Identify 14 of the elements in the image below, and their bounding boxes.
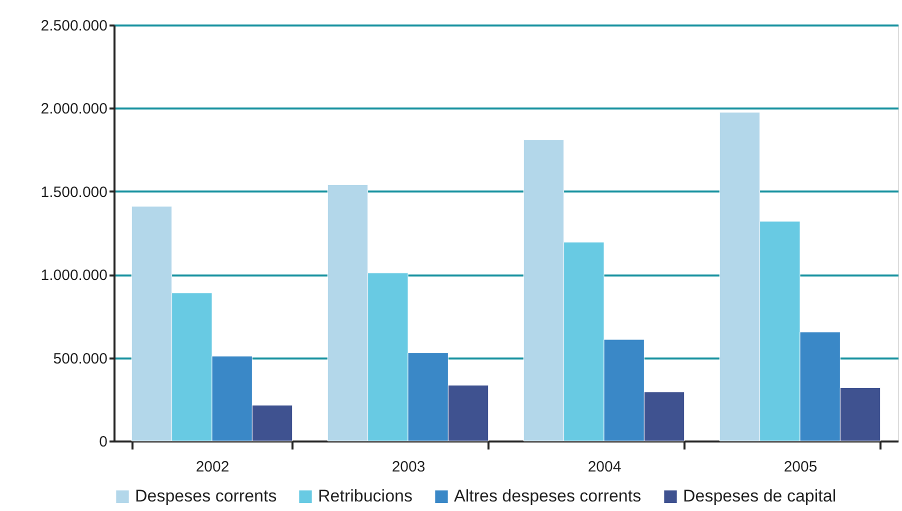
y-tick-label: 2.500.000: [40, 18, 108, 34]
legend-label: Retribucions: [318, 486, 412, 506]
legend-label: Despeses de capital: [683, 486, 836, 506]
y-tick-label: 1.500.000: [40, 184, 108, 201]
legend-label: Altres despeses corrents: [454, 486, 642, 506]
y-tick-label: 500.000: [53, 350, 108, 368]
legend-label: Despeses corrents: [135, 486, 277, 506]
y-tick-label: 0: [99, 434, 108, 450]
x-tick-label: 2005: [784, 458, 818, 476]
x-tick-label: 2004: [588, 458, 622, 476]
x-tick-label: 2002: [196, 458, 230, 476]
x-tick-label: 2003: [392, 458, 426, 476]
y-tick-label: 2.000.000: [40, 100, 108, 118]
y-tick-label: 1.000.000: [40, 267, 108, 284]
